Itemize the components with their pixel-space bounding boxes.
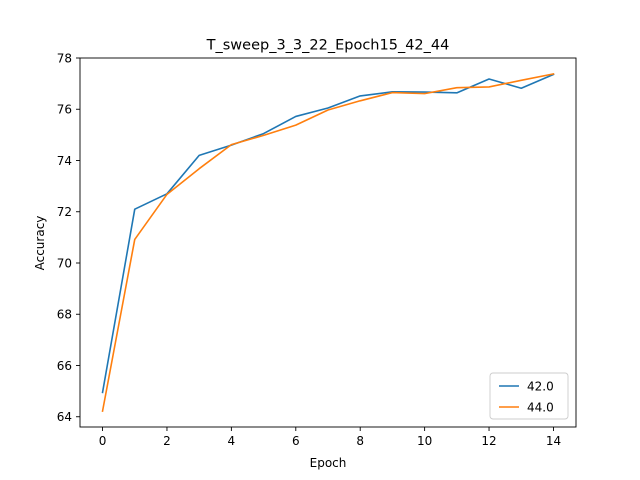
- y-tick-label: 68: [57, 308, 72, 322]
- x-tick-label: 14: [546, 434, 561, 448]
- axes-frame: [79, 57, 577, 428]
- chart-title: T_sweep_3_3_22_Epoch15_42_44: [206, 38, 450, 54]
- x-tick-label: 8: [356, 434, 364, 448]
- legend-label-1: 44.0: [527, 400, 554, 414]
- y-tick-label: 74: [57, 154, 72, 168]
- x-axis-label: Epoch: [310, 456, 347, 470]
- legend-label-0: 42.0: [527, 379, 554, 393]
- y-axis-label: Accuracy: [33, 216, 47, 271]
- x-tick-label: 2: [163, 434, 171, 448]
- y-tick-label: 70: [57, 256, 72, 270]
- y-tick-label: 64: [57, 410, 72, 424]
- x-tick-label: 4: [228, 434, 236, 448]
- x-tick-label: 12: [481, 434, 496, 448]
- series-line-0: [101, 73, 555, 394]
- y-tick-label: 76: [57, 103, 72, 117]
- x-tick-label: 6: [292, 434, 300, 448]
- y-tick-label: 66: [57, 359, 72, 373]
- y-tick-label: 72: [57, 205, 72, 219]
- series-line-1: [101, 72, 555, 413]
- x-tick-label: 0: [99, 434, 107, 448]
- y-tick-label: 78: [57, 51, 72, 65]
- x-tick-label: 10: [417, 434, 432, 448]
